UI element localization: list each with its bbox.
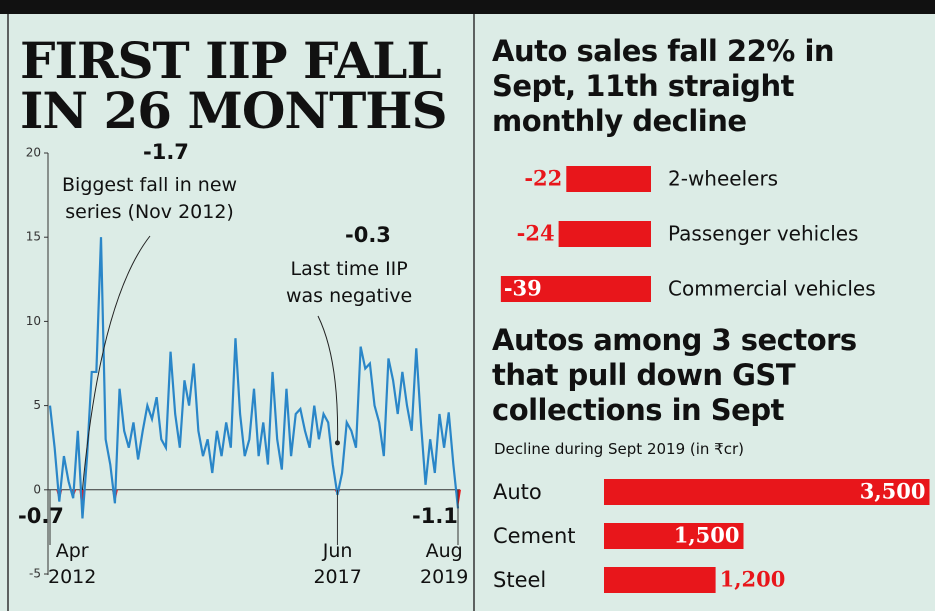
y-tick-label: 15: [26, 230, 41, 244]
bar: [558, 221, 651, 247]
subtitle: Decline during Sept 2019 (in ₹cr): [494, 440, 744, 458]
annotation: Last time IIP was negative: [286, 258, 413, 307]
x-tick-label: Apr 2012: [48, 540, 97, 588]
chart-title: FIRST IIP FALL IN 26 MONTHS: [20, 31, 448, 140]
value-label: 1,200: [720, 567, 786, 592]
value-label: -22: [524, 166, 562, 191]
x-tick-label: Aug 2019: [420, 540, 469, 588]
bar: [500, 276, 651, 302]
chart-title: Autos among 3 sectors that pull down GST…: [492, 323, 857, 427]
y-tick-label: 20: [26, 146, 41, 160]
category-label: Commercial vehicles: [668, 277, 876, 301]
value-label: 3,500: [860, 479, 926, 504]
bar: [604, 567, 716, 593]
y-tick-label: -5: [29, 567, 41, 581]
leader: [81, 235, 151, 490]
category-label: Passenger vehicles: [668, 222, 858, 246]
bar: [604, 479, 930, 505]
value-label: -24: [517, 221, 555, 246]
annotation: Biggest fall in new series (Nov 2012): [62, 174, 238, 223]
top-rule: [0, 0, 935, 14]
category-label: 2-wheelers: [668, 167, 778, 191]
category-label: Auto: [493, 480, 542, 504]
bar: [566, 166, 651, 192]
annotation: -1.7: [143, 140, 189, 164]
y-tick-label: 5: [33, 398, 41, 412]
bar: [604, 523, 744, 549]
iip-line: [48, 237, 460, 519]
y-tick-label: 10: [26, 314, 41, 328]
value-label: 1,500: [674, 523, 740, 548]
category-label: Steel: [493, 568, 546, 592]
leader: [317, 315, 339, 445]
value-label: -39: [504, 276, 542, 301]
annotation: -0.7: [18, 504, 64, 528]
x-tick-label: Jun 2017: [313, 540, 362, 588]
category-label: Cement: [493, 524, 576, 548]
annotation: -0.3: [345, 223, 391, 247]
leader-dot: [334, 440, 340, 446]
y-tick-label: 0: [33, 482, 41, 496]
chart-title: Auto sales fall 22% in Sept, 11th straig…: [492, 34, 835, 138]
annotation: -1.1: [412, 504, 458, 528]
